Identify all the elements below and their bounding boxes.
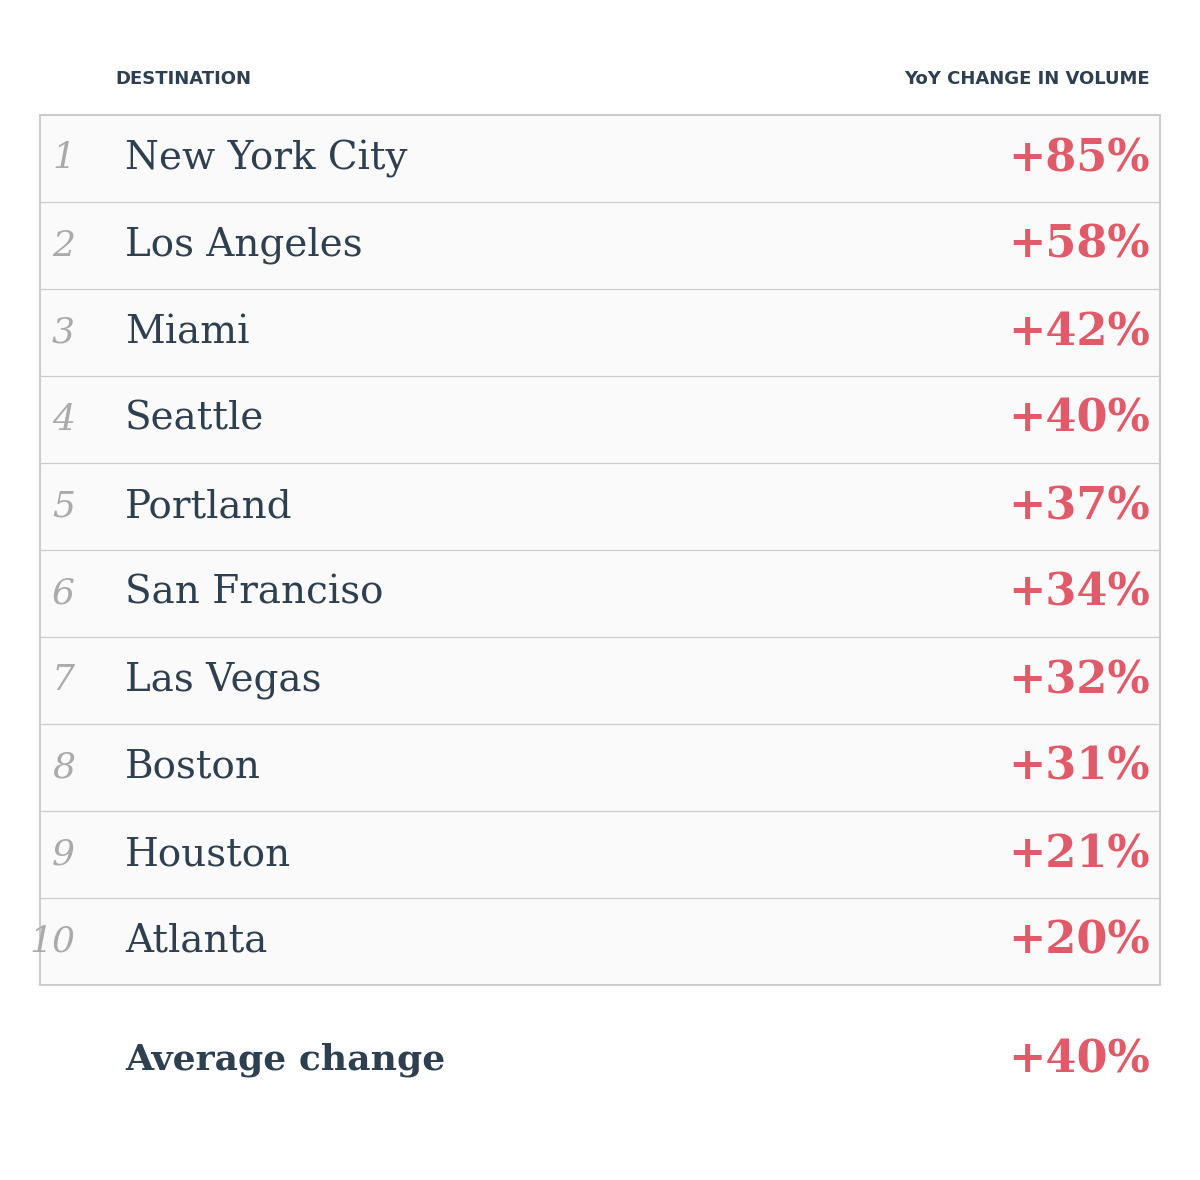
Text: Average change: Average change (125, 1043, 445, 1077)
Text: Miami: Miami (125, 314, 250, 350)
Text: +40%: +40% (1008, 1038, 1150, 1082)
Text: +58%: +58% (1008, 224, 1150, 267)
Text: 5: 5 (52, 490, 74, 524)
Text: 9: 9 (52, 838, 74, 872)
Text: 3: 3 (52, 315, 74, 349)
Text: 10: 10 (29, 924, 74, 958)
Text: 8: 8 (52, 750, 74, 785)
Text: Houston: Houston (125, 835, 292, 873)
Text: Atlanta: Atlanta (125, 923, 268, 961)
Text: +20%: +20% (1008, 920, 1150, 963)
Text: DESTINATION: DESTINATION (115, 70, 251, 88)
Text: Las Vegas: Las Vegas (125, 662, 322, 700)
Text: Seattle: Seattle (125, 401, 264, 438)
Text: Portland: Portland (125, 489, 293, 525)
Text: Boston: Boston (125, 749, 262, 786)
Text: +40%: +40% (1008, 398, 1150, 441)
Text: 1: 1 (52, 142, 74, 176)
Text: 7: 7 (52, 663, 74, 697)
Text: +32%: +32% (1008, 658, 1150, 702)
Text: 6: 6 (52, 577, 74, 610)
Text: +21%: +21% (1008, 833, 1150, 876)
Text: Los Angeles: Los Angeles (125, 227, 362, 264)
Text: New York City: New York City (125, 139, 408, 177)
Text: +42%: +42% (1008, 312, 1150, 354)
Text: +37%: +37% (1008, 485, 1150, 527)
Text: 2: 2 (52, 229, 74, 262)
Text: 4: 4 (52, 402, 74, 437)
Text: +85%: +85% (1008, 137, 1150, 181)
Text: +31%: +31% (1008, 746, 1150, 789)
Bar (40, 114, 1160, 985)
Text: YoY CHANGE IN VOLUME: YoY CHANGE IN VOLUME (905, 70, 1150, 88)
Text: San Franciso: San Franciso (125, 575, 384, 612)
Text: +34%: +34% (1008, 572, 1150, 615)
